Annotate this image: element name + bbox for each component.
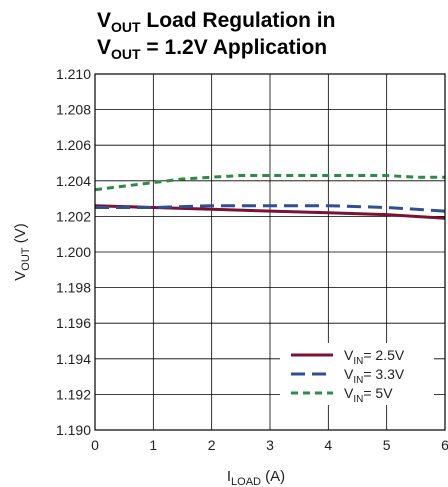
legend-box xyxy=(280,343,434,405)
legend-label-2: VIN= 3.3V xyxy=(344,366,405,386)
x-tick-label: 6 xyxy=(441,437,448,453)
x-tick-label: 0 xyxy=(91,437,99,453)
x-tick-labels: 0 1 2 3 4 5 6 xyxy=(91,437,448,453)
y-tick-label: 1.202 xyxy=(56,208,91,224)
legend-label-1: VIN= 2.5V xyxy=(344,347,405,367)
x-tick-label: 5 xyxy=(383,437,391,453)
x-tick-label: 4 xyxy=(324,437,332,453)
y-tick-label: 1.208 xyxy=(56,102,91,118)
series-line-1 xyxy=(94,204,446,220)
y-tick-label: 1.196 xyxy=(56,315,91,331)
y-tick-label: 1.192 xyxy=(56,386,91,402)
series-layer xyxy=(94,174,446,220)
y-tick-label: 1.204 xyxy=(56,173,91,189)
title-line-2: VOUT = 1.2V Application xyxy=(97,36,327,62)
legend-label-3: VIN= 5V xyxy=(344,385,393,405)
y-tick-label: 1.210 xyxy=(56,66,91,82)
x-tick-label: 3 xyxy=(266,437,274,453)
chart-title: VOUT Load Regulation in VOUT = 1.2V Appl… xyxy=(97,9,335,62)
x-tick-label: 2 xyxy=(208,437,216,453)
x-axis-label: ILOAD (A) xyxy=(227,468,285,487)
x-tick-label: 1 xyxy=(149,437,157,453)
series-line-2 xyxy=(95,204,446,213)
y-tick-label: 1.200 xyxy=(56,244,91,260)
y-tick-label: 1.194 xyxy=(56,351,91,367)
y-tick-labels: 1.190 1.192 1.194 1.196 1.198 1.200 1.202 1.204… xyxy=(56,66,91,438)
title-line-1: VOUT Load Regulation in xyxy=(97,9,335,35)
y-tick-label: 1.190 xyxy=(56,422,91,438)
y-tick-label: 1.198 xyxy=(56,280,91,296)
y-axis-label: VOUT (V) xyxy=(12,223,32,280)
plot-frame xyxy=(94,73,446,431)
series-line-3 xyxy=(94,174,445,192)
y-tick-label: 1.206 xyxy=(56,137,91,153)
